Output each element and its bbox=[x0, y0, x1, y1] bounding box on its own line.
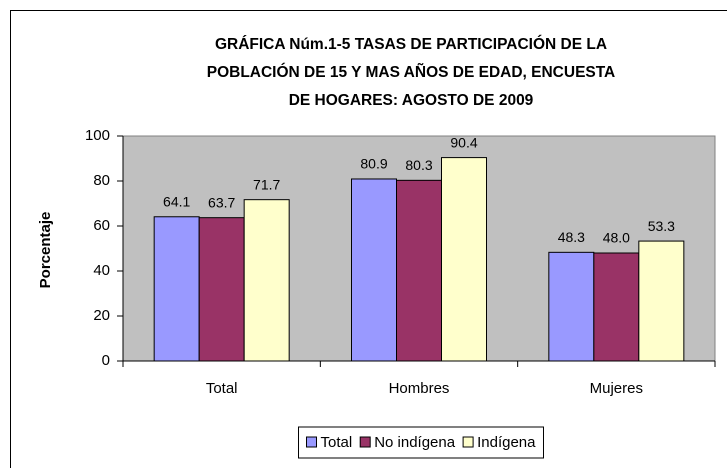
chart-title: GRÁFICA Núm.1-5 TASAS DE PARTICIPACIÓN D… bbox=[215, 35, 607, 53]
y-tick-label: 80 bbox=[93, 172, 110, 189]
data-label: 48.0 bbox=[603, 230, 630, 246]
legend-label: Total bbox=[321, 434, 353, 451]
data-label: 80.9 bbox=[360, 156, 387, 172]
legend-swatch bbox=[359, 436, 371, 448]
legend bbox=[298, 426, 544, 459]
data-label: 90.4 bbox=[450, 134, 477, 150]
y-axis-label: Porcentaje bbox=[37, 212, 54, 289]
data-label: 64.1 bbox=[163, 193, 190, 209]
bar bbox=[243, 199, 290, 362]
data-label: 48.3 bbox=[558, 229, 585, 245]
y-tick-label: 40 bbox=[93, 262, 110, 279]
y-tick-label: 100 bbox=[85, 127, 110, 144]
chart-title: DE HOGARES: AGOSTO DE 2009 bbox=[289, 92, 534, 109]
y-tick-label: 60 bbox=[93, 217, 110, 234]
data-label: 53.3 bbox=[648, 218, 675, 234]
data-label: 80.3 bbox=[405, 157, 432, 173]
bar bbox=[593, 252, 640, 362]
bar bbox=[198, 217, 245, 362]
chart-title: POBLACIÓN DE 15 Y MAS AÑOS DE EDAD, ENCU… bbox=[207, 63, 616, 81]
legend-swatch bbox=[462, 436, 474, 448]
x-tick-label: Mujeres bbox=[590, 380, 643, 397]
x-tick-label: Total bbox=[206, 380, 238, 397]
legend-label: Indígena bbox=[477, 434, 536, 451]
data-label: 63.7 bbox=[208, 194, 235, 210]
bar bbox=[351, 178, 397, 362]
bar bbox=[638, 240, 685, 362]
legend-label: No indígena bbox=[374, 434, 456, 451]
bar bbox=[548, 251, 595, 362]
bar bbox=[153, 216, 200, 362]
bar bbox=[396, 179, 442, 362]
legend-swatch bbox=[306, 436, 318, 448]
data-label: 71.7 bbox=[253, 176, 280, 192]
bar bbox=[441, 157, 487, 362]
y-tick-label: 20 bbox=[93, 307, 110, 324]
x-tick-label: Hombres bbox=[389, 380, 450, 397]
y-tick-label: 0 bbox=[102, 352, 110, 369]
